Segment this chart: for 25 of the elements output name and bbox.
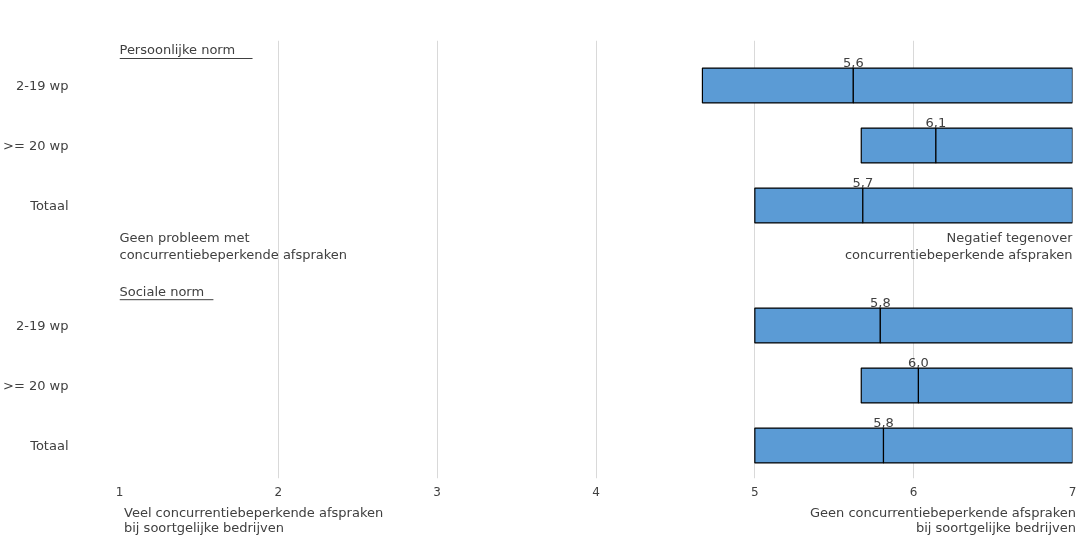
- annotation: Persoonlijke norm: [119, 42, 236, 58]
- y-tick-label: 2-19 wp: [15, 78, 69, 93]
- text: 5,8: [869, 294, 891, 310]
- annotation: Negatief tegenover concurrentiebeperkende afspraken: [844, 229, 1074, 262]
- text: 5,8: [873, 414, 894, 430]
- text: Geen concurrentiebeperkende afspraken bij soortgelijke bedrijven: [810, 505, 1076, 536]
- annotation: Geen probleem met concurrentiebeperkende afspraken: [119, 229, 348, 262]
- text: 5,6: [842, 54, 864, 70]
- text: 5,7: [852, 174, 874, 190]
- x-tick-label: 2: [274, 484, 283, 499]
- annotation: Sociale norm: [119, 283, 205, 299]
- text: 6,1: [925, 114, 947, 130]
- y-tick-label: Totaal: [29, 198, 69, 213]
- y-tick-label: >= 20 wp: [3, 378, 69, 393]
- y-tick-label: 2-19 wp: [15, 318, 69, 333]
- x-tick-label: 3: [433, 484, 441, 499]
- y-tick-label: >= 20 wp: [3, 138, 69, 153]
- text: Veel concurrentiebeperkende afspraken bij soortgelijke bedrijven: [124, 505, 384, 536]
- x-tick-label: 6: [909, 484, 918, 499]
- x-tick-label: 1: [115, 484, 124, 499]
- x-tick-label: 5: [751, 484, 759, 499]
- x-tick-label: 4: [592, 484, 600, 499]
- x-tick-label: 7: [1068, 484, 1077, 499]
- y-tick-label: Totaal: [29, 438, 69, 453]
- text: 6,0: [908, 354, 929, 370]
